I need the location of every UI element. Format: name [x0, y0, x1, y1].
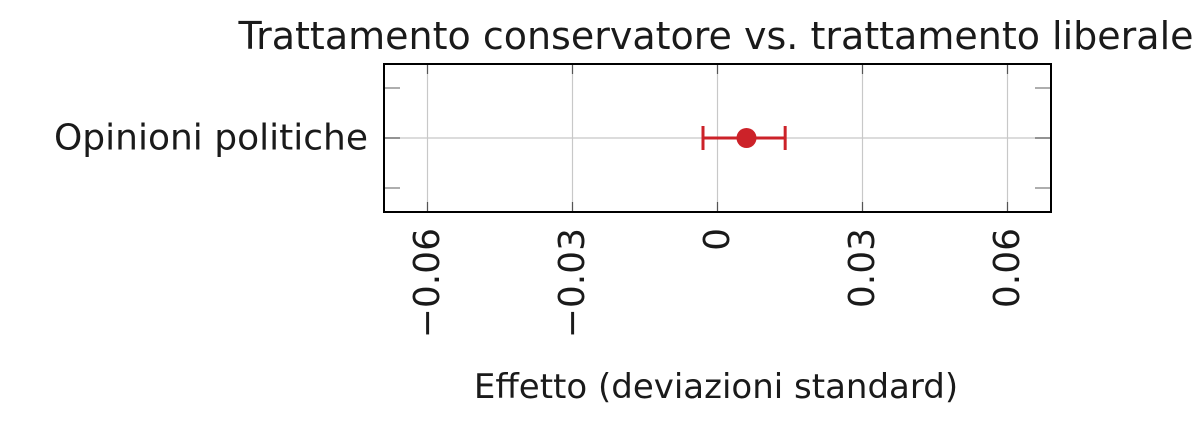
x-tick-label: −0.03 — [552, 228, 593, 338]
x-tick-label: −0.06 — [407, 228, 448, 338]
plot-frame — [383, 63, 1052, 213]
x-tick-label: 0.03 — [842, 228, 883, 308]
axis-ticks — [384, 64, 1051, 212]
x-axis-label: Effetto (deviazioni standard) — [474, 367, 958, 407]
category-label: Opinioni politiche — [54, 118, 368, 159]
x-tick-label: 0.06 — [987, 228, 1028, 308]
x-tick-label: 0 — [697, 228, 738, 251]
chart-title: Trattamento conservatore vs. trattamento… — [237, 14, 1193, 58]
data-marks — [701, 126, 787, 150]
tick-labels: −0.06 −0.03 0 0.03 0.06 Opinioni politiche — [54, 118, 1028, 339]
data-point — [736, 128, 757, 148]
